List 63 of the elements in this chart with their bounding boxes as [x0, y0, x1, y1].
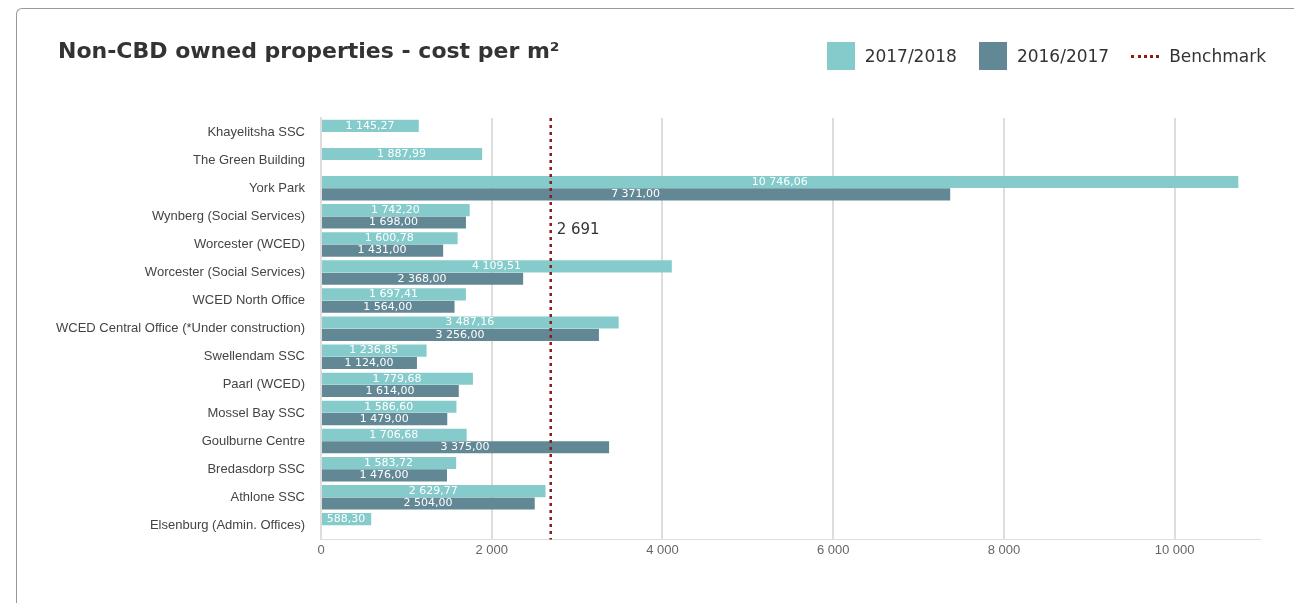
x-tick-label: 10 000 [1154, 541, 1195, 557]
y-tick-label: Mossel Bay SSC [207, 404, 306, 420]
legend-label: Benchmark [1169, 46, 1266, 66]
y-tick-label: Khayelitsha SSC [207, 123, 306, 139]
bar [322, 216, 466, 229]
data-label: 2 629,77 [408, 483, 458, 497]
data-label: 1 586,60 [364, 399, 414, 413]
data-label: 1 742,20 [370, 203, 420, 217]
data-label: 1 698,00 [368, 215, 418, 229]
y-tick-label: The Green Building [192, 151, 306, 167]
data-label: 1 236,85 [349, 343, 399, 357]
bar [322, 176, 1239, 189]
chart-title: Non-CBD owned properties - cost per m² [58, 38, 560, 63]
data-label: 2 368,00 [397, 271, 447, 285]
legend-label: 2016/2017 [1016, 46, 1110, 66]
data-label: 1 600,78 [364, 231, 414, 245]
data-label: 10 746,06 [751, 174, 808, 188]
bar [322, 485, 546, 498]
bar [322, 260, 672, 273]
data-label: 1 476,00 [359, 468, 409, 482]
data-label: 1 479,00 [359, 412, 409, 426]
data-label: 1 564,00 [363, 299, 413, 313]
data-label: 2 504,00 [403, 496, 453, 510]
bar [322, 497, 535, 510]
y-tick-label: Swellendam SSC [203, 348, 306, 364]
data-label: 1 614,00 [365, 383, 415, 397]
legend-label: 2017/2018 [864, 46, 957, 66]
y-tick-label: Paarl (WCED) [222, 376, 306, 392]
data-label: 588,30 [326, 512, 366, 526]
y-tick-label: Bredasdorp SSC [207, 460, 306, 476]
data-label: 4 109,51 [471, 259, 521, 273]
x-tick-label: 2 000 [475, 541, 509, 557]
y-tick-label: WCED North Office [192, 292, 306, 308]
y-tick-label: York Park [249, 179, 306, 195]
data-label: 1 697,41 [368, 287, 418, 301]
x-tick-label: 8 000 [987, 541, 1021, 557]
y-tick-label: WCED Central Office (*Under construction) [55, 320, 306, 336]
data-label: 3 375,00 [440, 440, 490, 454]
x-tick-label: 4 000 [646, 541, 679, 557]
x-tick-label: 0 [317, 541, 325, 557]
data-label: 1 779,68 [372, 371, 422, 385]
data-label: 7 371,00 [611, 187, 661, 201]
y-tick-label: Goulburne Centre [201, 432, 306, 448]
y-tick-label: Wynberg (Social Services) [151, 207, 306, 223]
x-tick-label: 6 000 [816, 541, 850, 557]
annotation: 2 691 [556, 220, 600, 239]
bar [322, 188, 951, 201]
data-label: 1 583,72 [364, 455, 414, 469]
data-label: 1 145,27 [345, 118, 395, 132]
bar [322, 441, 610, 454]
data-label: 3 487,16 [445, 315, 495, 329]
bar [322, 328, 599, 341]
y-tick-label: Athlone SSC [230, 488, 306, 504]
bar [322, 316, 619, 329]
data-label: 1 431,00 [357, 243, 407, 257]
y-tick-label: Elsenburg (Admin. Offices) [149, 516, 306, 532]
y-tick-label: Worcester (WCED) [194, 236, 306, 251]
data-label: 1 124,00 [344, 355, 394, 369]
y-tick-label: Worcester (Social Services) [144, 264, 306, 280]
bar [322, 272, 524, 285]
data-label: 1 706,68 [369, 427, 419, 441]
data-label: 3 256,00 [435, 327, 485, 341]
data-label: 1 887,99 [377, 146, 427, 160]
